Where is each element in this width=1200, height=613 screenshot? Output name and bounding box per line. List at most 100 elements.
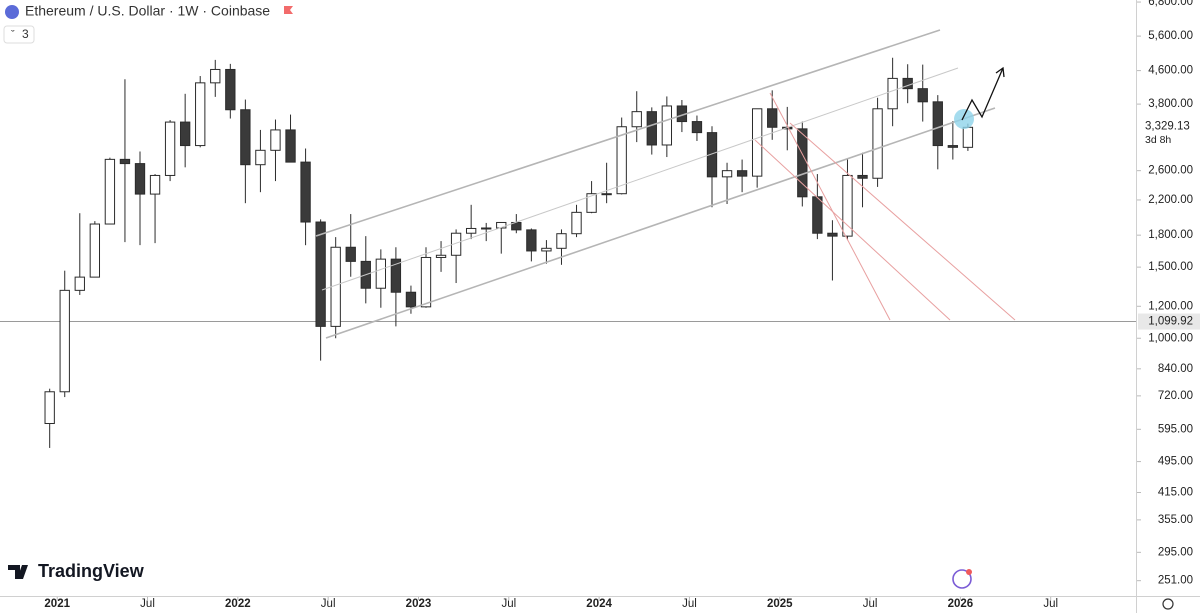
candle-body xyxy=(706,132,718,178)
notification-dot xyxy=(966,569,972,575)
chevron: ˇ xyxy=(11,29,15,41)
y-tick-label: 2,600.00 xyxy=(1148,165,1193,177)
y-tick-label: 840.00 xyxy=(1158,363,1193,375)
candle-body xyxy=(89,223,101,278)
x-tick-label: Jul xyxy=(863,598,878,610)
candle-body xyxy=(736,170,748,177)
red-line xyxy=(754,139,951,321)
y-tick-label: 495.00 xyxy=(1158,456,1193,468)
candle-body xyxy=(179,121,191,147)
candle-body xyxy=(842,174,853,237)
projection-arrow xyxy=(961,67,1004,121)
y-tick-label: 1,000.00 xyxy=(1148,332,1193,344)
candle-body xyxy=(767,108,778,128)
candle-body xyxy=(44,391,55,425)
candle-body xyxy=(872,108,883,179)
channel-lower xyxy=(325,107,996,339)
candle-body xyxy=(375,258,387,289)
y-tick-label: 355.00 xyxy=(1158,514,1193,526)
x-tick-label: 2026 xyxy=(948,598,974,610)
y-tick-label: 3,800.00 xyxy=(1148,98,1193,110)
symbol-title: Ethereum / U.S. Dollar · 1W · Coinbase xyxy=(25,3,270,19)
red-line xyxy=(769,92,891,321)
candle-body xyxy=(661,105,673,146)
y-tick-label: 4,600.00 xyxy=(1148,65,1193,77)
y-tick-label: 5,600.00 xyxy=(1148,30,1193,42)
candle-body xyxy=(812,196,823,234)
candle-body xyxy=(601,193,612,196)
candle-body xyxy=(556,233,567,249)
x-tick-label: Jul xyxy=(321,598,336,610)
y-tick-label: 1,500.00 xyxy=(1148,261,1193,273)
x-tick-label: Jul xyxy=(140,598,155,610)
candle-body xyxy=(149,174,161,195)
candle-body xyxy=(315,221,326,327)
x-tick-label: Jul xyxy=(1043,598,1058,610)
y-tick-label: 2,200.00 xyxy=(1148,194,1193,206)
indicator-toggle[interactable] xyxy=(3,25,35,44)
y-tick-label: 6,800.00 xyxy=(1148,0,1193,8)
last-price-label: 3,329.13 xyxy=(1145,120,1190,132)
candle-body xyxy=(481,227,492,230)
candle-body xyxy=(857,174,868,179)
candle-body xyxy=(225,68,236,111)
x-tick-label: 2024 xyxy=(586,598,612,610)
candle-body xyxy=(691,121,703,134)
candle-body xyxy=(465,227,477,234)
candle-body xyxy=(59,289,70,393)
candle-body xyxy=(104,158,116,225)
candle-body xyxy=(721,170,733,178)
candle-body xyxy=(285,129,296,163)
y-tick-label: 251.00 xyxy=(1158,575,1193,587)
drawings xyxy=(315,29,1016,339)
indicator-count: 3 xyxy=(22,27,29,41)
plot-layer xyxy=(0,57,1136,448)
eth-icon xyxy=(5,5,19,19)
y-tick-label: 720.00 xyxy=(1158,390,1193,402)
x-tick-label: 2022 xyxy=(225,598,251,610)
brand-icon xyxy=(8,565,28,579)
channel-upper xyxy=(315,29,941,237)
time-axis-bg xyxy=(0,597,1200,613)
candle-body xyxy=(646,111,657,146)
candle-body xyxy=(450,232,462,256)
x-tick-label: Jul xyxy=(682,598,697,610)
hline-label: 1,099.92 xyxy=(1148,316,1193,328)
x-tick-label: Jul xyxy=(501,598,516,610)
settings-icon[interactable] xyxy=(1162,598,1174,610)
assistant-icon[interactable] xyxy=(952,569,972,589)
candle-body xyxy=(541,247,552,252)
candle-body xyxy=(571,211,582,235)
x-tick-label: 2021 xyxy=(44,598,70,610)
candle-body xyxy=(195,82,206,147)
candle-body xyxy=(270,129,281,151)
arrow-head xyxy=(995,66,1005,78)
candle-body xyxy=(947,145,959,148)
highlight-circle xyxy=(954,109,974,129)
candle-body xyxy=(210,68,221,84)
y-tick-label: 295.00 xyxy=(1158,546,1193,558)
channel-middle xyxy=(321,67,959,291)
candle-body xyxy=(887,77,898,110)
candle-body xyxy=(827,232,838,237)
countdown: 3d 8h xyxy=(1145,134,1171,146)
candle-body xyxy=(300,161,311,223)
candle-body xyxy=(932,101,943,147)
candle-body xyxy=(345,246,356,262)
candle-body xyxy=(240,109,251,166)
candle-body xyxy=(435,254,447,258)
hline-label-bg xyxy=(1138,313,1200,330)
candle-body xyxy=(526,229,537,252)
candle-body xyxy=(631,111,642,128)
candle-body xyxy=(962,126,974,148)
y-tick-label: 415.00 xyxy=(1158,487,1193,499)
flag-icon xyxy=(284,6,293,14)
y-tick-label: 595.00 xyxy=(1158,423,1193,435)
price-axis-bg xyxy=(1137,0,1200,613)
candle-body xyxy=(616,126,627,195)
candle-body xyxy=(255,149,266,166)
candle-body xyxy=(164,121,176,176)
x-tick-label: 2023 xyxy=(406,598,432,610)
candle-body xyxy=(134,163,146,195)
